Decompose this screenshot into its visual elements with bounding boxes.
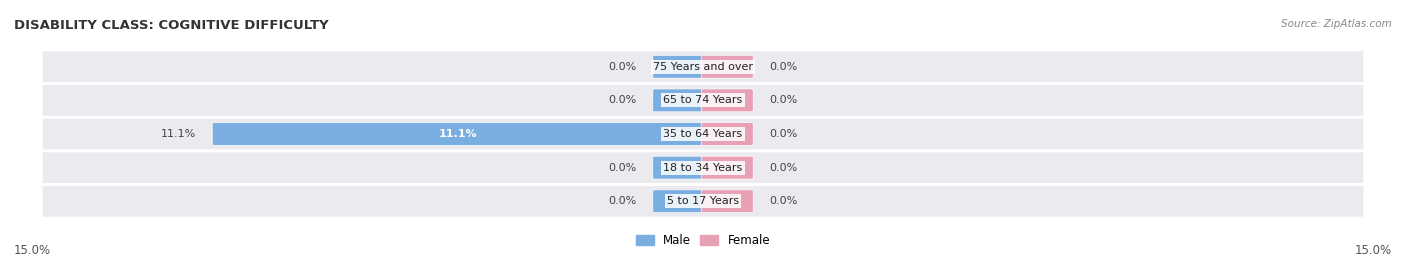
Text: 5 to 17 Years: 5 to 17 Years	[666, 196, 740, 206]
Text: 65 to 74 Years: 65 to 74 Years	[664, 95, 742, 105]
Text: 75 Years and over: 75 Years and over	[652, 62, 754, 72]
Text: 18 to 34 Years: 18 to 34 Years	[664, 163, 742, 173]
Text: 0.0%: 0.0%	[609, 196, 637, 206]
FancyBboxPatch shape	[652, 55, 704, 78]
Text: 15.0%: 15.0%	[1355, 244, 1392, 257]
Text: 0.0%: 0.0%	[609, 62, 637, 72]
Text: 0.0%: 0.0%	[769, 129, 797, 139]
FancyBboxPatch shape	[652, 156, 704, 179]
FancyBboxPatch shape	[41, 151, 1365, 184]
Text: 11.1%: 11.1%	[162, 129, 197, 139]
FancyBboxPatch shape	[212, 122, 704, 146]
Legend: Male, Female: Male, Female	[631, 229, 775, 252]
FancyBboxPatch shape	[652, 89, 704, 112]
Text: 0.0%: 0.0%	[609, 163, 637, 173]
Text: 0.0%: 0.0%	[769, 62, 797, 72]
FancyBboxPatch shape	[702, 89, 754, 112]
Text: 0.0%: 0.0%	[609, 95, 637, 105]
Text: DISABILITY CLASS: COGNITIVE DIFFICULTY: DISABILITY CLASS: COGNITIVE DIFFICULTY	[14, 19, 329, 32]
Text: 35 to 64 Years: 35 to 64 Years	[664, 129, 742, 139]
FancyBboxPatch shape	[41, 184, 1365, 218]
FancyBboxPatch shape	[41, 117, 1365, 151]
FancyBboxPatch shape	[652, 190, 704, 213]
Text: 15.0%: 15.0%	[14, 244, 51, 257]
FancyBboxPatch shape	[702, 122, 754, 146]
FancyBboxPatch shape	[702, 156, 754, 179]
FancyBboxPatch shape	[41, 50, 1365, 84]
Text: 11.1%: 11.1%	[439, 129, 478, 139]
Text: 0.0%: 0.0%	[769, 163, 797, 173]
FancyBboxPatch shape	[702, 55, 754, 78]
Text: Source: ZipAtlas.com: Source: ZipAtlas.com	[1281, 19, 1392, 29]
FancyBboxPatch shape	[41, 84, 1365, 117]
Text: 0.0%: 0.0%	[769, 196, 797, 206]
FancyBboxPatch shape	[702, 190, 754, 213]
Text: 0.0%: 0.0%	[769, 95, 797, 105]
